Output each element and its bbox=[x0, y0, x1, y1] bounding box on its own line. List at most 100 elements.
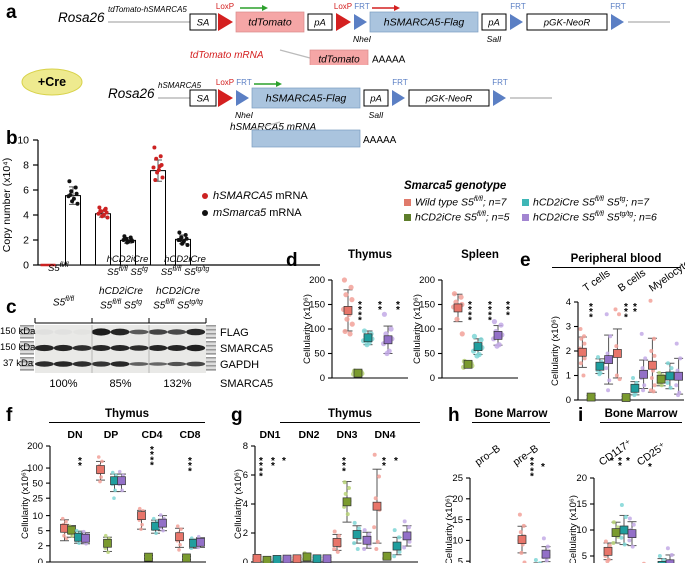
svg-text:3: 3 bbox=[566, 322, 571, 333]
svg-text:4: 4 bbox=[23, 210, 29, 222]
svg-text:Rosa26: Rosa26 bbox=[108, 86, 155, 101]
svg-text:50: 50 bbox=[424, 349, 435, 360]
svg-text:Cellularity (x10⁶): Cellularity (x10⁶) bbox=[20, 469, 31, 539]
svg-text:DN1: DN1 bbox=[259, 429, 280, 441]
svg-text:*: * bbox=[396, 305, 400, 316]
svg-text:tdTomato: tdTomato bbox=[318, 55, 360, 66]
svg-text:*: * bbox=[530, 472, 534, 483]
svg-text:*: * bbox=[378, 305, 382, 316]
svg-text:pGK-NeoR: pGK-NeoR bbox=[425, 94, 473, 105]
svg-text:hSMARCA5: hSMARCA5 bbox=[158, 81, 202, 90]
svg-text:*: * bbox=[468, 316, 472, 327]
svg-text:0: 0 bbox=[38, 557, 43, 563]
svg-text:NheI: NheI bbox=[353, 34, 372, 44]
svg-text:pro–B: pro–B bbox=[473, 443, 503, 469]
svg-text:0: 0 bbox=[23, 260, 29, 272]
svg-text:DN2: DN2 bbox=[298, 429, 319, 441]
svg-text:FRT: FRT bbox=[510, 2, 526, 11]
svg-text:*: * bbox=[282, 456, 286, 467]
svg-text:50: 50 bbox=[32, 478, 43, 489]
svg-text:200: 200 bbox=[309, 275, 325, 286]
svg-text:6: 6 bbox=[23, 185, 29, 197]
svg-text:Cellularity (x10⁶): Cellularity (x10⁶) bbox=[444, 495, 455, 563]
svg-text:*: * bbox=[382, 461, 386, 472]
svg-text:*: * bbox=[633, 307, 637, 318]
svg-text:25: 25 bbox=[32, 493, 43, 504]
svg-text:Thymus: Thymus bbox=[348, 249, 392, 261]
svg-text:5: 5 bbox=[458, 556, 463, 563]
svg-text:SalI: SalI bbox=[369, 110, 384, 120]
svg-text:*: * bbox=[541, 462, 545, 473]
svg-text:0: 0 bbox=[243, 557, 248, 563]
svg-text:*: * bbox=[78, 461, 82, 472]
svg-text:8: 8 bbox=[243, 441, 248, 452]
svg-text:T cells: T cells bbox=[581, 267, 613, 294]
svg-text:*: * bbox=[394, 456, 398, 467]
svg-text:FRT: FRT bbox=[610, 2, 626, 11]
svg-text:FRT: FRT bbox=[236, 78, 252, 87]
svg-text:Cellularity (x10⁶): Cellularity (x10⁶) bbox=[568, 495, 579, 563]
svg-text:*: * bbox=[624, 312, 628, 323]
svg-text:DN: DN bbox=[67, 429, 82, 441]
svg-text:DP: DP bbox=[104, 429, 119, 441]
svg-text:0: 0 bbox=[320, 373, 325, 384]
svg-text:SA: SA bbox=[197, 18, 210, 29]
svg-text:+Cre: +Cre bbox=[38, 75, 66, 89]
svg-text:0: 0 bbox=[430, 373, 435, 384]
svg-text:LoxP: LoxP bbox=[334, 2, 352, 11]
svg-text:LoxP: LoxP bbox=[216, 2, 234, 11]
svg-text:LoxP: LoxP bbox=[216, 78, 234, 87]
svg-text:1: 1 bbox=[566, 371, 571, 382]
svg-text:10: 10 bbox=[17, 135, 29, 147]
svg-text:*: * bbox=[488, 316, 492, 327]
svg-text:*: * bbox=[271, 461, 275, 472]
svg-text:50: 50 bbox=[314, 349, 325, 360]
svg-text:Rosa26: Rosa26 bbox=[58, 10, 105, 25]
svg-text:*: * bbox=[259, 472, 263, 483]
svg-text:*: * bbox=[589, 312, 593, 323]
svg-text:FRT: FRT bbox=[492, 78, 508, 87]
svg-text:5: 5 bbox=[38, 526, 43, 537]
svg-text:0: 0 bbox=[566, 395, 571, 406]
svg-text:pGK-NeoR: pGK-NeoR bbox=[543, 18, 591, 29]
svg-text:Cellularity (x10⁶): Cellularity (x10⁶) bbox=[302, 294, 313, 364]
svg-text:25: 25 bbox=[452, 473, 463, 484]
svg-text:CD8: CD8 bbox=[179, 429, 200, 441]
svg-text:*: * bbox=[358, 316, 362, 327]
svg-text:*: * bbox=[648, 462, 652, 473]
svg-text:AAAAA: AAAAA bbox=[363, 135, 397, 146]
svg-text:SA: SA bbox=[197, 94, 210, 105]
svg-text:CD4: CD4 bbox=[141, 429, 162, 441]
svg-text:tdTomato: tdTomato bbox=[248, 17, 292, 29]
svg-text:DN4: DN4 bbox=[374, 429, 395, 441]
svg-text:hSMARCA5-Flag: hSMARCA5-Flag bbox=[384, 17, 465, 29]
svg-text:pA: pA bbox=[369, 94, 382, 105]
svg-text:Cellularity (x10⁶): Cellularity (x10⁶) bbox=[412, 294, 423, 364]
svg-text:10: 10 bbox=[32, 511, 43, 522]
svg-text:FRT: FRT bbox=[354, 2, 370, 11]
svg-text:DN3: DN3 bbox=[336, 429, 357, 441]
svg-text:*: * bbox=[618, 461, 622, 472]
svg-text:2: 2 bbox=[38, 541, 43, 552]
svg-text:*: * bbox=[342, 466, 346, 477]
svg-text:SalI: SalI bbox=[487, 34, 502, 44]
svg-text:5: 5 bbox=[582, 551, 587, 562]
svg-text:tdTomato-hSMARCA5: tdTomato-hSMARCA5 bbox=[108, 5, 187, 14]
svg-text:pA: pA bbox=[487, 18, 500, 29]
svg-text:Cellularity (x10⁶): Cellularity (x10⁶) bbox=[233, 469, 244, 539]
svg-text:B cells: B cells bbox=[616, 267, 648, 295]
svg-text:Copy number (x10⁴): Copy number (x10⁴) bbox=[1, 158, 13, 252]
svg-text:2: 2 bbox=[566, 346, 571, 357]
svg-text:*: * bbox=[150, 461, 154, 472]
svg-text:Cellularity (x10⁶): Cellularity (x10⁶) bbox=[550, 316, 561, 386]
svg-text:Spleen: Spleen bbox=[461, 249, 499, 261]
svg-text:pA: pA bbox=[313, 18, 326, 29]
svg-text:4: 4 bbox=[566, 297, 571, 308]
svg-text:8: 8 bbox=[23, 160, 29, 172]
svg-text:20: 20 bbox=[576, 473, 587, 484]
svg-text:*: * bbox=[188, 466, 192, 477]
svg-text:AAAAA: AAAAA bbox=[372, 55, 406, 66]
svg-text:pre–B: pre–B bbox=[511, 443, 541, 469]
svg-text:*: * bbox=[626, 456, 630, 467]
svg-text:NheI: NheI bbox=[235, 110, 254, 120]
